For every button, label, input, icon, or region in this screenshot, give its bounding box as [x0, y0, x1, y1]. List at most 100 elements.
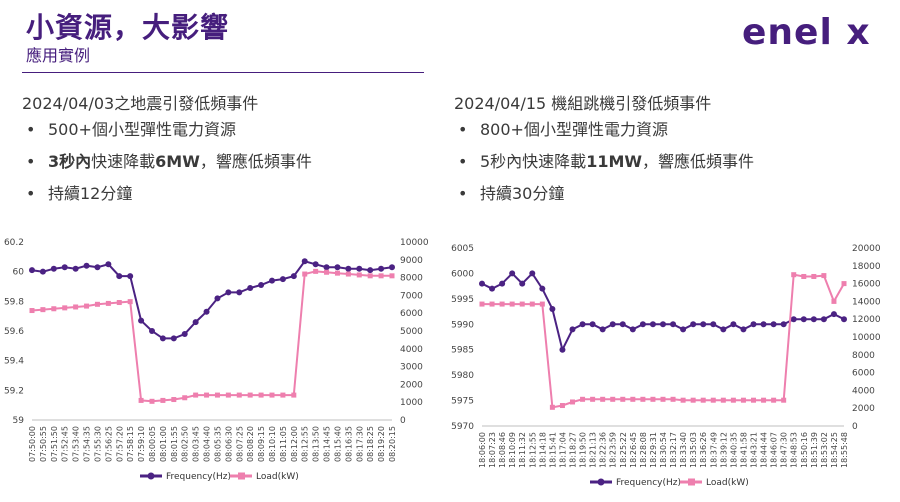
x-tick-label: 18:18:27	[569, 432, 578, 468]
frequency-point	[830, 311, 837, 318]
frequency-point	[599, 326, 606, 333]
frequency-point	[192, 319, 199, 326]
frequency-point	[50, 265, 57, 272]
y-right-tick-label: 1000	[400, 398, 423, 408]
legend-marker	[597, 478, 605, 486]
load-point	[214, 392, 220, 398]
y-right-tick-label: 4000	[852, 386, 875, 396]
load-point	[720, 397, 726, 403]
frequency-point	[356, 265, 363, 272]
x-tick-label: 07:53:40	[72, 426, 81, 462]
load-point	[549, 404, 555, 410]
load-point	[29, 308, 35, 314]
x-tick-label: 18:48:53	[790, 432, 799, 468]
frequency-point	[800, 316, 807, 323]
y-right-tick-label: 4000	[400, 345, 423, 355]
load-point	[182, 395, 188, 401]
legend-label: Frequency(Hz)	[616, 478, 681, 488]
frequency-point	[700, 321, 707, 328]
x-tick-label: 18:36:26	[699, 432, 708, 468]
frequency-point	[334, 264, 341, 271]
bullet-text: 5秒內快速降載	[480, 152, 587, 171]
frequency-point	[820, 316, 827, 323]
x-tick-label: 18:44:44	[760, 432, 769, 468]
bullet-text: 11MW	[586, 152, 643, 171]
x-tick-label: 07:50:00	[28, 426, 37, 462]
load-point	[710, 397, 716, 403]
frequency-point	[138, 317, 145, 324]
frequency-point	[479, 280, 485, 287]
frequency-point	[489, 285, 496, 292]
y-left-tick-label: 5990	[451, 320, 474, 330]
frequency-point	[181, 330, 188, 337]
x-tick-label: 18:11:32	[518, 432, 527, 468]
load-point	[105, 300, 111, 306]
load-point	[291, 392, 297, 398]
page-title: 小資源，大影響	[26, 11, 230, 44]
y-left-tick-label: 5970	[451, 422, 474, 432]
legend-label: Load(kW)	[706, 478, 749, 488]
x-tick-label: 08:18:25	[366, 426, 375, 462]
frequency-point	[730, 321, 737, 328]
frequency-point	[780, 321, 787, 328]
right-bullet-2: 持續30分鐘	[454, 184, 884, 204]
x-tick-label: 18:46:07	[770, 432, 779, 468]
load-point	[600, 396, 606, 402]
frequency-point	[290, 273, 297, 280]
frequency-point	[790, 316, 797, 323]
load-point	[590, 396, 596, 402]
y-right-tick-label: 12000	[852, 315, 881, 325]
load-point	[489, 301, 495, 307]
load-point	[519, 301, 525, 307]
series-line-frequency	[481, 271, 845, 353]
x-tick-label: 07:59:10	[137, 426, 146, 462]
left-bullet-0: 500+個小型彈性電力資源	[22, 120, 452, 140]
frequency-point	[579, 321, 586, 328]
load-point	[781, 397, 787, 403]
y-right-tick-label: 0	[852, 422, 858, 432]
y-left-tick-label: 5985	[451, 346, 474, 356]
frequency-point	[619, 321, 626, 328]
right-heading: 2024/04/15 機組跳機引發低頻事件	[454, 94, 712, 113]
y-right-tick-label: 18000	[852, 262, 881, 272]
y-left-tick-label: 59.2	[4, 386, 24, 396]
right-bullet-0: 800+個小型彈性電力資源	[454, 120, 884, 140]
y-right-tick-label: 6000	[400, 309, 423, 319]
left-bullets: 500+個小型彈性電力資源 3秒內快速降載6MW，響應低頻事件持續12分鐘	[22, 120, 452, 204]
load-point	[225, 392, 231, 398]
frequency-point	[378, 265, 385, 272]
x-tick-label: 18:32:17	[669, 432, 678, 468]
load-point	[801, 273, 807, 279]
load-point	[236, 392, 242, 398]
frequency-point	[559, 346, 566, 353]
frequency-point	[529, 270, 536, 277]
load-point	[740, 397, 746, 403]
x-tick-label: 18:22:36	[599, 432, 608, 468]
frequency-point	[841, 316, 847, 323]
load-point	[378, 273, 384, 279]
load-point	[690, 397, 696, 403]
y-right-tick-label: 2000	[852, 404, 875, 414]
y-left-tick-label: 59.8	[4, 297, 24, 307]
y-right-tick-label: 8000	[400, 274, 423, 284]
x-tick-label: 18:35:03	[689, 432, 698, 468]
left-bullet-1: 3秒內快速降載6MW，響應低頻事件	[22, 152, 452, 172]
y-right-tick-label: 8000	[852, 351, 875, 361]
series-line-load	[31, 270, 392, 403]
x-tick-label: 18:26:45	[629, 432, 638, 468]
x-tick-label: 18:10:09	[508, 432, 517, 468]
load-point	[771, 397, 777, 403]
x-tick-label: 18:37:49	[709, 432, 718, 468]
legend-marker	[147, 472, 155, 480]
x-tick-label: 07:57:20	[115, 426, 124, 462]
load-point	[791, 272, 797, 278]
frequency-point	[569, 326, 576, 333]
load-point	[509, 301, 515, 307]
frequency-point	[680, 326, 687, 333]
x-tick-label: 18:30:54	[659, 432, 668, 468]
frequency-point	[609, 321, 616, 328]
bullet-text: ，響應低頻事件	[199, 152, 312, 171]
load-point	[269, 392, 275, 398]
y-left-tick-label: 60	[13, 268, 25, 278]
frequency-point	[649, 321, 656, 328]
